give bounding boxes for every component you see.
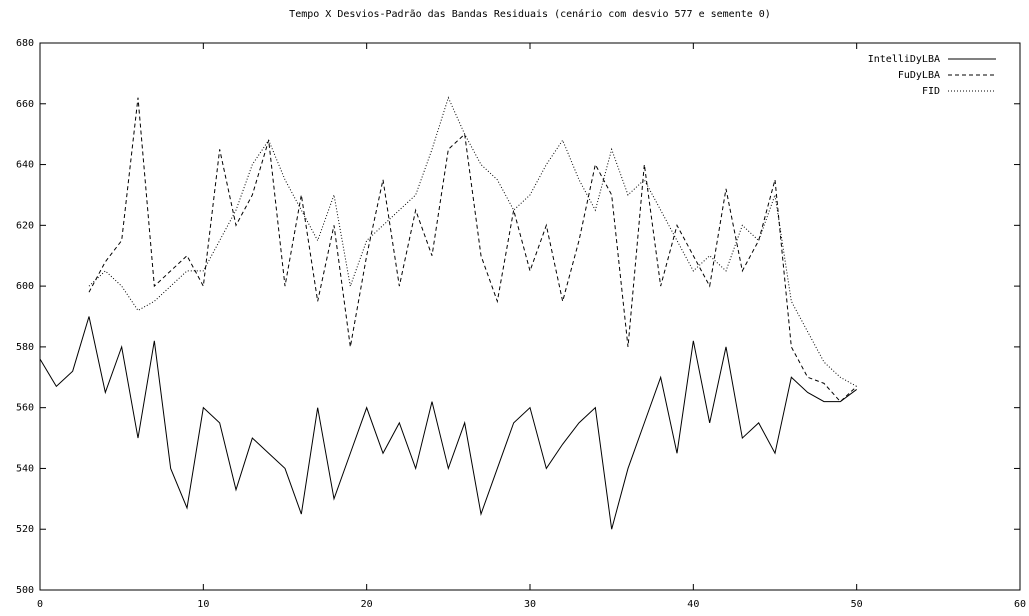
y-tick-label: 640 [16, 160, 34, 171]
x-tick-label: 40 [687, 599, 699, 610]
y-tick-label: 620 [16, 220, 34, 231]
x-tick-label: 20 [361, 599, 373, 610]
x-tick-label: 0 [37, 599, 43, 610]
legend-label: FuDyLBA [898, 70, 940, 81]
y-tick-label: 600 [16, 281, 34, 292]
y-tick-label: 580 [16, 342, 34, 353]
x-tick-label: 60 [1014, 599, 1026, 610]
series-line [88, 96, 857, 387]
legend-label: IntelliDyLBA [868, 54, 940, 65]
x-tick-label: 10 [197, 599, 209, 610]
y-tick-label: 660 [16, 99, 34, 110]
series-line [88, 97, 858, 403]
y-tick-label: 500 [16, 585, 34, 596]
y-tick-label: 540 [16, 463, 34, 474]
x-tick-label: 50 [851, 599, 863, 610]
x-tick-label: 30 [524, 599, 536, 610]
y-tick-label: 560 [16, 403, 34, 414]
chart-title: Tempo X Desvios-Padrão das Bandas Residu… [289, 8, 771, 20]
series-line [39, 316, 857, 530]
legend-label: FID [922, 86, 940, 97]
y-tick-label: 680 [16, 38, 34, 49]
y-tick-label: 520 [16, 524, 34, 535]
